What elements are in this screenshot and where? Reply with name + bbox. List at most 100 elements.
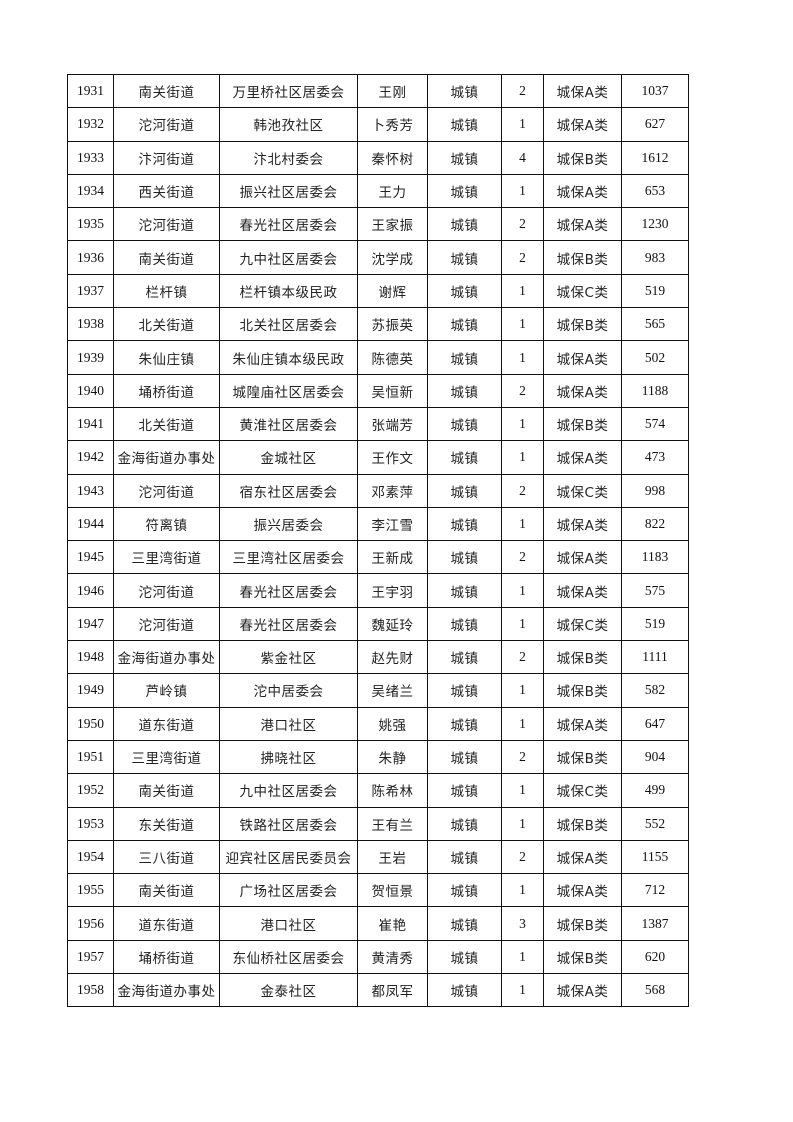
- amount-cell: 575: [621, 573, 689, 608]
- community-cell: 黄淮社区居委会: [219, 406, 358, 442]
- street-cell: 南关街道: [113, 73, 220, 109]
- street-cell: 金海街道办事处: [113, 973, 220, 1008]
- household-size-cell: 1: [501, 440, 544, 475]
- household-size-cell: 1: [501, 506, 544, 542]
- community-cell: 城隍庙社区居委会: [219, 373, 358, 408]
- category-cell: 城保A类: [543, 973, 622, 1008]
- area-type-cell: 城镇: [427, 873, 502, 908]
- area-type-cell: 城镇: [427, 606, 502, 642]
- table-row: 1934 西关街道 振兴社区居委会 王力 城镇 1 城保A类 653: [67, 173, 689, 209]
- category-cell: 城保C类: [543, 273, 622, 309]
- name-cell: 秦怀树: [357, 140, 428, 175]
- household-size-cell: 1: [501, 806, 544, 841]
- amount-cell: 499: [621, 773, 689, 808]
- name-cell: 谢辉: [357, 273, 428, 309]
- row-number-cell: 1951: [67, 739, 114, 775]
- household-size-cell: 1: [501, 340, 544, 375]
- category-cell: 城保A类: [543, 839, 622, 875]
- amount-cell: 519: [621, 606, 689, 642]
- community-cell: 紫金社区: [219, 640, 358, 675]
- amount-cell: 822: [621, 506, 689, 542]
- area-type-cell: 城镇: [427, 73, 502, 109]
- community-cell: 三里湾社区居委会: [219, 540, 358, 575]
- street-cell: 三里湾街道: [113, 540, 220, 575]
- amount-cell: 998: [621, 473, 689, 508]
- area-type-cell: 城镇: [427, 240, 502, 275]
- category-cell: 城保B类: [543, 906, 622, 941]
- amount-cell: 647: [621, 706, 689, 741]
- row-number-cell: 1957: [67, 939, 114, 975]
- area-type-cell: 城镇: [427, 739, 502, 775]
- table-row: 1946 沱河街道 春光社区居委会 王宇羽 城镇 1 城保A类 575: [67, 573, 689, 608]
- household-size-cell: 3: [501, 906, 544, 941]
- amount-cell: 568: [621, 973, 689, 1008]
- community-cell: 沱中居委会: [219, 673, 358, 708]
- household-size-cell: 1: [501, 307, 544, 342]
- name-cell: 吴恒新: [357, 373, 428, 408]
- name-cell: 张端芳: [357, 406, 428, 442]
- table-row: 1951 三里湾街道 拂晓社区 朱静 城镇 2 城保B类 904: [67, 739, 689, 775]
- household-size-cell: 2: [501, 73, 544, 109]
- household-size-cell: 1: [501, 273, 544, 309]
- table-row: 1932 沱河街道 韩池孜社区 卜秀芳 城镇 1 城保A类 627: [67, 107, 689, 142]
- household-size-cell: 2: [501, 240, 544, 275]
- street-cell: 金海街道办事处: [113, 440, 220, 475]
- row-number-cell: 1940: [67, 373, 114, 408]
- household-size-cell: 1: [501, 773, 544, 808]
- name-cell: 李江雪: [357, 506, 428, 542]
- category-cell: 城保A类: [543, 506, 622, 542]
- community-cell: 栏杆镇本级民政: [219, 273, 358, 309]
- street-cell: 北关街道: [113, 406, 220, 442]
- amount-cell: 574: [621, 406, 689, 442]
- table-row: 1942 金海街道办事处 金城社区 王作文 城镇 1 城保A类 473: [67, 440, 689, 475]
- row-number-cell: 1942: [67, 440, 114, 475]
- name-cell: 苏振英: [357, 307, 428, 342]
- row-number-cell: 1933: [67, 140, 114, 175]
- street-cell: 朱仙庄镇: [113, 340, 220, 375]
- row-number-cell: 1939: [67, 340, 114, 375]
- community-cell: 港口社区: [219, 906, 358, 941]
- data-table: 1931 南关街道 万里桥社区居委会 王刚 城镇 2 城保A类 1037 1932 沱河街道 韩池孜…: [67, 73, 689, 1008]
- area-type-cell: 城镇: [427, 307, 502, 342]
- amount-cell: 552: [621, 806, 689, 841]
- area-type-cell: 城镇: [427, 207, 502, 242]
- name-cell: 姚强: [357, 706, 428, 741]
- street-cell: 符离镇: [113, 506, 220, 542]
- community-cell: 迎宾社区居民委员会: [219, 839, 358, 875]
- household-size-cell: 1: [501, 939, 544, 975]
- household-size-cell: 4: [501, 140, 544, 175]
- household-size-cell: 2: [501, 540, 544, 575]
- category-cell: 城保B类: [543, 640, 622, 675]
- row-number-cell: 1948: [67, 640, 114, 675]
- amount-cell: 653: [621, 173, 689, 209]
- street-cell: 埇桥街道: [113, 373, 220, 408]
- household-size-cell: 1: [501, 406, 544, 442]
- name-cell: 黄清秀: [357, 939, 428, 975]
- area-type-cell: 城镇: [427, 906, 502, 941]
- community-cell: 港口社区: [219, 706, 358, 741]
- row-number-cell: 1945: [67, 540, 114, 575]
- name-cell: 朱静: [357, 739, 428, 775]
- street-cell: 南关街道: [113, 873, 220, 908]
- area-type-cell: 城镇: [427, 506, 502, 542]
- table-row: 1944 符离镇 振兴居委会 李江雪 城镇 1 城保A类 822: [67, 506, 689, 542]
- row-number-cell: 1938: [67, 307, 114, 342]
- community-cell: 广场社区居委会: [219, 873, 358, 908]
- table-row: 1931 南关街道 万里桥社区居委会 王刚 城镇 2 城保A类 1037: [67, 73, 689, 109]
- community-cell: 汴北村委会: [219, 140, 358, 175]
- table-row: 1947 沱河街道 春光社区居委会 魏延玲 城镇 1 城保C类 519: [67, 606, 689, 642]
- household-size-cell: 1: [501, 173, 544, 209]
- category-cell: 城保C类: [543, 606, 622, 642]
- amount-cell: 1612: [621, 140, 689, 175]
- amount-cell: 582: [621, 673, 689, 708]
- community-cell: 朱仙庄镇本级民政: [219, 340, 358, 375]
- row-number-cell: 1955: [67, 873, 114, 908]
- name-cell: 都凤军: [357, 973, 428, 1008]
- row-number-cell: 1953: [67, 806, 114, 841]
- area-type-cell: 城镇: [427, 273, 502, 309]
- community-cell: 春光社区居委会: [219, 207, 358, 242]
- name-cell: 王作文: [357, 440, 428, 475]
- table-row: 1954 三八街道 迎宾社区居民委员会 王岩 城镇 2 城保A类 1155: [67, 839, 689, 875]
- community-cell: 振兴居委会: [219, 506, 358, 542]
- amount-cell: 627: [621, 107, 689, 142]
